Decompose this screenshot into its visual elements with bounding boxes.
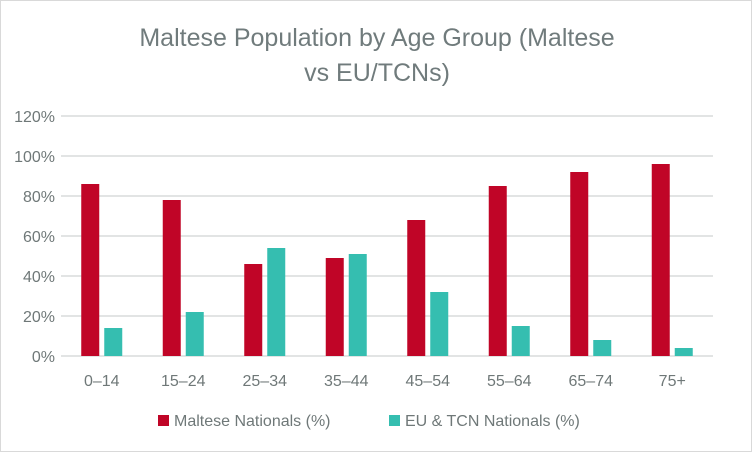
bar-eu-tcn: [185, 312, 204, 356]
y-tick-label: 20%: [23, 309, 55, 326]
bar-maltese: [162, 200, 181, 356]
bar-maltese: [570, 172, 589, 356]
x-tick-label: 25–34: [243, 373, 288, 390]
x-tick-label: 35–44: [324, 373, 369, 390]
x-tick-label: 15–24: [161, 373, 206, 390]
bar-maltese: [81, 184, 100, 356]
bar-eu-tcn: [348, 254, 367, 356]
legend-label: EU & TCN Nationals (%): [405, 413, 580, 430]
legend-swatch: [389, 415, 400, 426]
y-tick-label: 0%: [32, 349, 55, 366]
bar-maltese: [407, 220, 426, 356]
legend-label: Maltese Nationals (%): [174, 413, 331, 430]
bar-maltese: [651, 164, 670, 356]
bar-eu-tcn: [511, 326, 530, 356]
bar-maltese: [488, 186, 507, 356]
y-tick-label: 40%: [23, 269, 55, 286]
y-tick-label: 100%: [14, 149, 55, 166]
bar-eu-tcn: [430, 292, 449, 356]
y-tick-label: 120%: [14, 109, 55, 126]
x-tick-label: 45–54: [406, 373, 451, 390]
bar-eu-tcn: [674, 348, 693, 356]
bar-maltese: [325, 258, 344, 356]
legend-swatch: [158, 415, 169, 426]
y-tick-label: 60%: [23, 229, 55, 246]
bar-eu-tcn: [267, 248, 286, 356]
chart-title-line-2: vs EU/TCNs): [304, 59, 450, 87]
x-tick-label: 65–74: [569, 373, 614, 390]
chart-title-line-1: Maltese Population by Age Group (Maltese: [139, 24, 614, 52]
x-tick-label: 75+: [659, 373, 686, 390]
bar-eu-tcn: [104, 328, 123, 356]
y-tick-label: 80%: [23, 189, 55, 206]
bar-eu-tcn: [593, 340, 612, 356]
bar-maltese: [244, 264, 263, 356]
x-tick-label: 0–14: [84, 373, 120, 390]
x-tick-label: 55–64: [487, 373, 532, 390]
